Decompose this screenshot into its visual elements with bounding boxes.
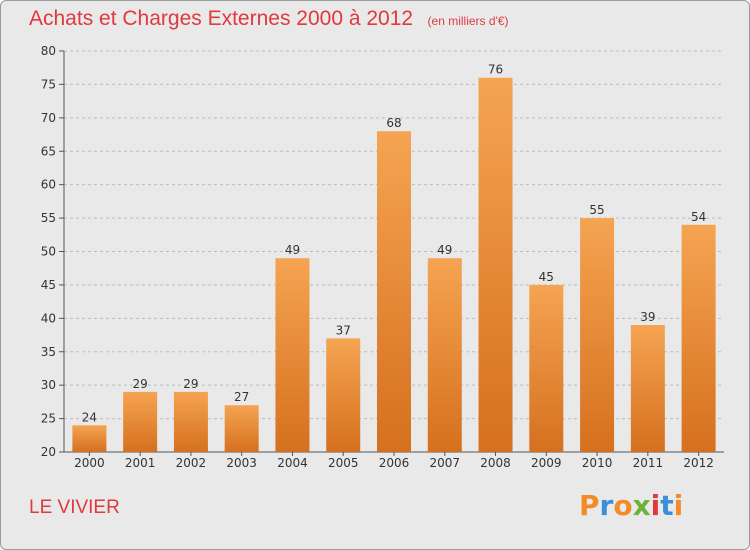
bar-2002 [173,391,208,452]
bar-2011 [630,325,665,452]
bar-2005 [326,338,361,452]
bar-value-label: 54 [691,210,706,224]
y-tick-label: 55 [41,211,56,225]
y-tick-label: 35 [41,345,56,359]
y-tick-label: 70 [41,111,56,125]
y-tick-label: 75 [41,77,56,91]
x-tick-label: 2001 [125,456,156,470]
y-tick-label: 60 [41,178,56,192]
logo-letter: x [632,489,651,522]
bar-value-label: 68 [386,116,401,130]
bar-2006 [377,131,411,452]
logo-letter: P [579,489,600,522]
bar-value-label: 27 [234,390,249,404]
x-tick-label: 2011 [633,456,664,470]
bar-2010 [580,218,615,452]
bar-value-label: 76 [488,63,503,77]
title-row: Achats et Charges Externes 2000 à 2012 (… [29,7,509,31]
chart-title: Achats et Charges Externes 2000 à 2012 [29,7,414,30]
bar-2009 [529,284,564,452]
y-tick-label: 80 [41,44,56,58]
y-tick-label: 45 [41,278,56,292]
bar-value-label: 24 [82,410,97,424]
bar-2001 [123,391,158,452]
bar-value-label: 39 [640,310,655,324]
logo-letter: i [673,489,684,522]
x-tick-label: 2007 [429,456,460,470]
y-tick-label: 30 [41,378,56,392]
bar-2000 [72,425,107,452]
y-tick-label: 25 [41,412,56,426]
y-tick-label: 40 [41,311,56,325]
y-tick-label: 50 [41,245,56,259]
axes: 20 25 30 35 40 45 50 55 60 65 70 75 80 2000 2001 2002 20… [41,44,724,470]
logo-letter: r [599,489,614,522]
logo-letter: t [660,489,674,522]
x-tick-label: 2008 [480,456,511,470]
chart-subtitle: (en milliers d'€) [427,14,509,28]
x-tick-label: 2009 [531,456,562,470]
y-tick-label: 65 [41,144,56,158]
x-tick-label: 2010 [582,456,613,470]
x-tick-label: 2005 [328,456,359,470]
bar-value-label: 55 [589,203,604,217]
x-tick-label: 2000 [74,456,105,470]
x-tick-label: 2004 [277,456,308,470]
bar-value-label: 49 [437,243,452,257]
commune-name: LE VIVIER [29,497,120,518]
bar-value-label: 37 [336,323,351,337]
logo-letter: i [650,489,661,522]
bar-2003 [224,405,259,452]
bar-value-label: 45 [539,270,554,284]
bar-2012 [681,224,716,452]
bar-2004 [275,258,310,452]
proxiti-logo: Proxiti [579,489,683,522]
y-tick-label: 20 [41,445,56,459]
bar-2008 [478,77,513,452]
bars: 24 29 29 27 49 37 68 49 76 45 55 39 54 [72,63,716,452]
x-tick-label: 2003 [226,456,257,470]
x-tick-label: 2002 [176,456,207,470]
logo-letter: o [613,489,633,522]
bar-2007 [427,258,462,452]
bar-value-label: 29 [183,377,198,391]
x-tick-label: 2012 [683,456,714,470]
bar-value-label: 49 [285,243,300,257]
x-tick-label: 2006 [379,456,410,470]
bar-value-label: 29 [133,377,148,391]
